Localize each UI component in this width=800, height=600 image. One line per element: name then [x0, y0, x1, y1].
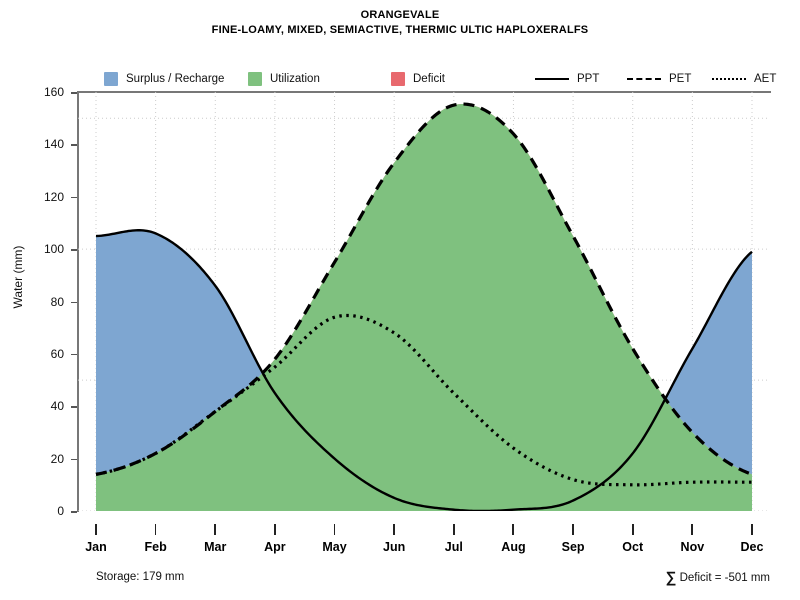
legend-item-deficit: Deficit	[391, 68, 445, 90]
x-tick-mark	[751, 524, 753, 535]
legend-item-surplus: Surplus / Recharge	[104, 68, 224, 90]
sigma-icon: ∑	[665, 569, 677, 586]
utilization-color-swatch	[248, 72, 262, 86]
x-tick-mark	[333, 524, 336, 535]
y-tick-mark	[71, 353, 77, 356]
storage-annotation: Storage: 179 mm	[96, 571, 185, 583]
y-tick-label: 60	[50, 346, 64, 361]
y-tick-label: 160	[43, 85, 64, 99]
dotted-line-icon	[712, 72, 746, 86]
pet-line	[95, 102, 753, 476]
chart-legend: Surplus / Recharge Utilization Deficit P…	[0, 68, 800, 90]
title-line-2: FINE-LOAMY, MIXED, SEMIACTIVE, THERMIC U…	[211, 24, 589, 36]
gridlines	[78, 92, 770, 511]
y-tick-mark	[71, 301, 77, 304]
x-tick-mark	[691, 524, 694, 535]
aet-line	[95, 313, 752, 487]
surplus-color-swatch	[104, 72, 118, 86]
plot-area	[78, 92, 770, 511]
y-tick-mark	[71, 196, 77, 199]
x-tick-label-jul: Jul	[444, 540, 463, 554]
x-tick-label-sep: Sep	[561, 540, 585, 554]
x-tick-mark	[572, 524, 574, 535]
y-tick-label: 100	[43, 242, 64, 257]
top-axis-line	[77, 91, 771, 93]
x-tick-mark	[393, 524, 395, 535]
legend-label-ppt: PPT	[577, 73, 600, 85]
x-tick-mark	[631, 524, 634, 535]
y-tick-label: 20	[50, 451, 64, 466]
chart-svg	[78, 92, 770, 511]
y-axis-line	[77, 91, 79, 512]
deficit-annotation: ∑ Deficit = -501 mm	[666, 569, 770, 586]
x-tick-label-mar: Mar	[204, 540, 227, 554]
x-tick-mark	[154, 524, 157, 535]
utilization-band	[96, 104, 752, 511]
x-tick-label-jun: Jun	[383, 540, 406, 554]
y-tick-mark	[71, 144, 77, 146]
x-tick-label-may: May	[322, 540, 347, 554]
x-tick-label-aug: Aug	[501, 540, 526, 554]
x-tick-mark	[273, 524, 276, 535]
y-tick-mark	[71, 458, 77, 461]
x-tick-mark	[512, 524, 515, 535]
x-tick-label-oct: Oct	[622, 540, 644, 554]
deficit-annotation-text: Deficit = -501 mm	[679, 572, 770, 584]
x-tick-mark	[214, 524, 217, 535]
y-tick-mark	[71, 249, 77, 251]
x-tick-mark	[452, 524, 455, 535]
y-tick-label: 120	[43, 189, 64, 204]
legend-item-ppt: PPT	[535, 68, 599, 90]
dashed-line-icon	[627, 72, 661, 86]
x-tick-label-apr: Apr	[264, 540, 286, 554]
y-tick-label: 40	[50, 399, 64, 414]
y-tick-mark	[71, 92, 77, 94]
legend-label-utilization: Utilization	[270, 73, 320, 85]
legend-item-utilization: Utilization	[248, 68, 320, 90]
y-tick-label: 80	[50, 294, 64, 309]
legend-label-surplus: Surplus / Recharge	[126, 73, 225, 85]
x-tick-label-nov: Nov	[680, 540, 705, 554]
x-tick-label-jan: Jan	[85, 540, 107, 554]
legend-label-deficit: Deficit	[413, 73, 445, 85]
legend-item-pet: PET	[627, 68, 691, 90]
legend-label-aet: AET	[754, 73, 777, 85]
x-tick-label-feb: Feb	[144, 540, 167, 554]
ppt-line	[95, 229, 753, 511]
y-axis-label: Water (mm)	[11, 245, 25, 309]
legend-label-pet: PET	[669, 73, 692, 85]
deficit-color-swatch	[391, 72, 405, 86]
y-tick-mark	[71, 511, 77, 513]
legend-item-aet: AET	[712, 68, 776, 90]
y-tick-label: 0	[57, 504, 64, 518]
x-tick-label-dec: Dec	[740, 540, 764, 554]
solid-line-icon	[535, 72, 569, 86]
title-line-1: ORANGEVALE	[360, 9, 440, 21]
y-tick-mark	[71, 406, 77, 408]
chart-title: ORANGEVALE FINE-LOAMY, MIXED, SEMIACTIVE…	[0, 8, 800, 38]
x-tick-mark	[95, 524, 97, 535]
y-tick-label: 140	[43, 137, 64, 152]
